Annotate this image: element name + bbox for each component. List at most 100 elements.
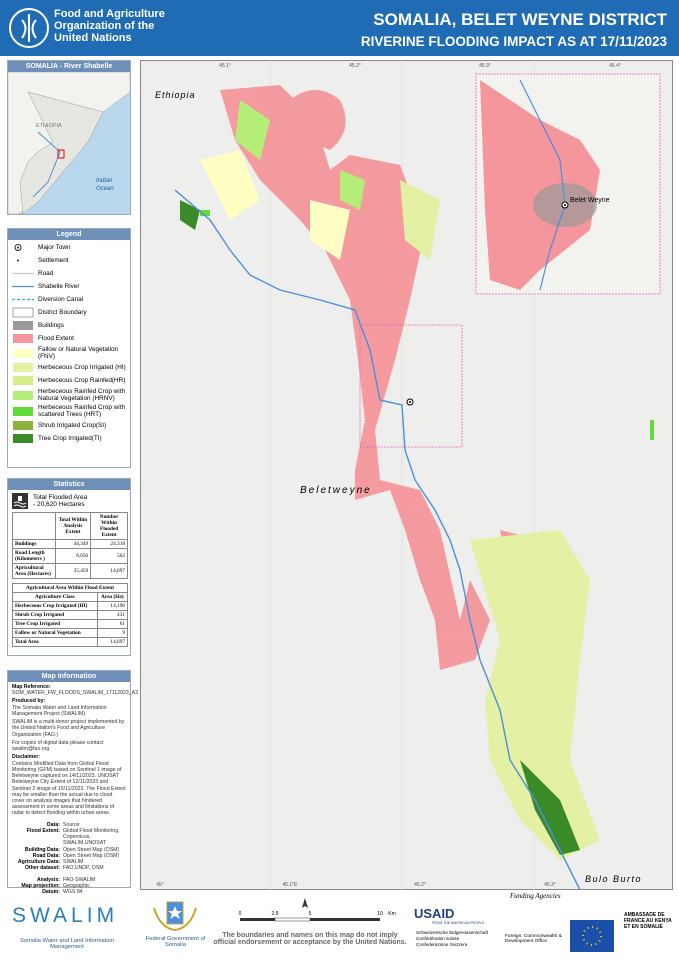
legend-label: Herbeceous Crop Rainfed(HR) <box>38 377 126 384</box>
legend-symbol <box>13 406 33 416</box>
agri-table: Agricultural Area Within Flood Extent Agr… <box>12 583 129 647</box>
info-key: Map projection: <box>21 882 60 889</box>
table-cell: 24,318 <box>90 539 128 549</box>
swiss: Schweizerische Eidgenossenschaft Confédé… <box>416 930 501 948</box>
info-paragraph: Produced by: The Somalia Water and Land I… <box>12 698 126 717</box>
swiss-line: Confederazione Svizzera <box>416 942 468 947</box>
symbol <box>17 246 19 249</box>
legend-symbol <box>13 434 33 443</box>
map-info-body: Map Reference: SOM_WATER_FW_FLOODS_SWALIM… <box>8 684 138 896</box>
table-cell: Total Area <box>12 637 98 647</box>
info-row: Datum: WGS 84 <box>12 889 126 895</box>
table-cell: Herbeceous Crop Irrigated (HI) <box>12 601 98 611</box>
symbol <box>17 259 19 262</box>
info-head: Map Reference: <box>12 684 51 690</box>
legend-symbol <box>13 334 33 343</box>
info-block: Analysis: FAO-SWALIM Map projection: Geogra… <box>12 877 126 896</box>
table-row: Agricultural Area Within Flood Extent <box>12 583 128 593</box>
scale-bar: 0 2.5 5 10 Km <box>239 898 396 922</box>
legend-symbol <box>12 272 34 275</box>
legend-item: Buildings <box>12 320 126 331</box>
org-line: Food and Agriculture <box>54 8 165 20</box>
table-cell: 8,056 <box>54 548 92 564</box>
inset: SOMALIA - River Shabelle ETHIOPIA Indian… <box>7 60 131 215</box>
table-header: Total Within Analysis Extent <box>54 512 92 540</box>
legend-item: Herbeceous Rainfed Crop with scattered T… <box>12 404 126 418</box>
coord-label: 45.2° <box>349 63 361 69</box>
legend-label: Herbeceous Crop Irrigated (HI) <box>38 364 126 371</box>
inset-label: Indian <box>96 178 113 184</box>
legend-item: Herbeceous Crop Rainfed(HR) <box>12 375 126 386</box>
legend-label: District Boundary <box>38 309 87 316</box>
info-key: Data: <box>47 821 60 828</box>
legend-symbol <box>13 321 33 330</box>
table-row: Shrub Crop Irrigated 431 <box>12 610 129 620</box>
footer: SWALIM Somalia Water and Land Informatio… <box>0 890 679 962</box>
total-label: Total Flooded Area <box>33 494 88 501</box>
legend-label: Road <box>38 270 54 277</box>
legend-label: Shrub Irrigated Crop(SI) <box>38 422 107 429</box>
info-row: Map projection: Geographic <box>12 883 126 889</box>
info-text: For copies of digital data please contac… <box>12 739 104 753</box>
swiss-line: Confédération suisse <box>416 936 460 941</box>
scale-label: Km <box>388 911 396 917</box>
legend-item: Tree Crop Irrigated(TI) <box>12 433 126 444</box>
legend-list: Major Town Settlement Road Shabelle River Di… <box>8 242 130 444</box>
statistics-title: Statistics <box>8 479 130 490</box>
info-block: Data: Source Flood Extent: Global Flood Mon… <box>12 822 126 872</box>
scale-label: 0 <box>239 911 242 917</box>
legend-item: Fallow or Natural Vegetation (FNV) <box>12 346 126 360</box>
table-cell: Shrub Crop Irrigated <box>12 610 98 620</box>
info-value: WGS 84 <box>63 889 83 896</box>
info-value: FAO,UNDP, OSM <box>63 865 104 872</box>
coord-label: 45° <box>156 882 164 888</box>
total-flooded: Total Flooded Area - 20,620 Hectares <box>12 493 126 509</box>
inset-title: SOMALIA - River Shabelle <box>8 61 130 72</box>
table-cell: Apricultural Area (Hectares) <box>12 563 56 579</box>
legend-symbol <box>14 244 22 251</box>
info-key: Road Data: <box>32 852 60 859</box>
legend-item: Flood Extent <box>12 333 126 344</box>
legend-symbol <box>12 298 34 301</box>
table-cell: 14,697 <box>90 563 128 579</box>
map-label: Bulo Burto <box>585 874 642 884</box>
symbol <box>12 307 34 318</box>
table-title: Agricultural Area Within Flood Extent <box>12 583 128 593</box>
symbol <box>13 363 33 372</box>
legend-symbol <box>13 348 33 358</box>
symbol <box>13 434 33 443</box>
un-disclaimer: The boundaries and names on this map do … <box>213 932 407 946</box>
legend-symbol <box>17 259 19 262</box>
map-label: Belet Weyne <box>570 197 610 204</box>
info-key: Analysis: <box>36 876 60 883</box>
map-info-title: Map Information <box>8 671 130 682</box>
info-row: Flood Extent: Global Flood Monitoring, Co… <box>12 828 126 847</box>
info-key: Agriculture Data: <box>17 859 60 866</box>
table-cell: 9 <box>96 628 129 638</box>
legend-symbol <box>13 421 33 430</box>
table-row: Apricultural Area (Hectares) 35,459 14,697 <box>12 563 128 579</box>
scale-label: 2.5 <box>272 911 279 917</box>
legend-label: Shabelle River <box>38 283 80 290</box>
coord-label: 45.4° <box>609 63 621 69</box>
legend-item: Herbeceous Crop Irrigated (HI) <box>12 362 126 373</box>
legend-symbol <box>12 285 34 288</box>
coord-label: 45.3° <box>479 63 491 69</box>
stats-table: Total Within Analysis Extent Number Withi… <box>12 512 128 579</box>
scale-label: 10 <box>377 911 383 917</box>
fao-logo <box>9 8 49 48</box>
inset-label: ETHIOPIA <box>36 123 62 129</box>
symbol <box>13 321 33 330</box>
table-row: Total Within Analysis Extent Number Withi… <box>12 512 128 540</box>
info-value: SWALIM <box>63 859 84 866</box>
legend-symbol <box>13 363 33 372</box>
usaid: USAID <box>414 906 455 921</box>
legend: Legend Major Town Settlement Road Shabelle … <box>7 228 131 468</box>
title: SOMALIA, BELET WEYNE DISTRICT <box>373 10 667 29</box>
coord-label: 45.3° <box>544 882 556 888</box>
table-cell: Tree Crop Irrigated <box>12 619 98 629</box>
info-text: SOM_WATER_FW_FLOODS_SWALIM_17112023_A3 <box>12 690 138 697</box>
table-cell: 35,459 <box>54 563 92 579</box>
info-row: Road Data: Open Street Map (OSM) <box>12 853 126 859</box>
inset-map: ETHIOPIA Indian Ocean <box>7 71 131 215</box>
